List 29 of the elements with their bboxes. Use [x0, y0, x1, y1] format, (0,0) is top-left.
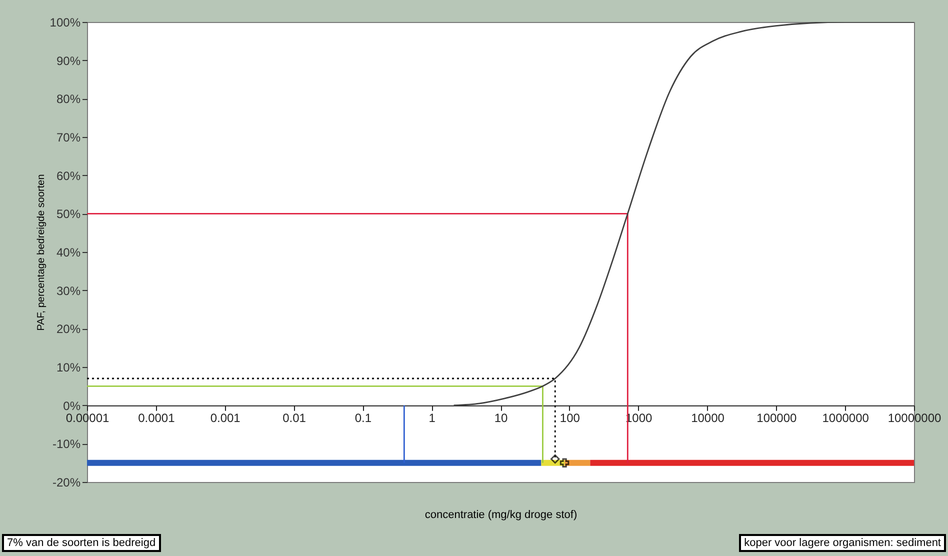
x-tick-label: 10000	[691, 410, 725, 425]
x-tick-label: 100000	[756, 410, 798, 425]
x-tick-label: 10000000	[888, 410, 942, 425]
y-tick-label: 30%	[56, 284, 81, 298]
y-tick-label: 100%	[50, 16, 81, 30]
x-tick-label: 0.00001	[66, 410, 110, 425]
x-tick-label: 10	[494, 410, 508, 425]
y-axis-title: PAF, percentage bedreigde soorten	[36, 174, 47, 331]
y-tick-label: 50%	[56, 207, 81, 222]
x-tick-label: 0.01	[282, 410, 306, 425]
y-tick-label: -10%	[52, 437, 81, 452]
y-tick-label: 80%	[56, 92, 81, 106]
y-tick-label: 20%	[56, 322, 81, 336]
x-tick-label: 0.1	[354, 410, 372, 425]
y-tick-label: 90%	[56, 54, 81, 68]
text: koper voor lagere organismen: sediment	[739, 534, 946, 552]
x-tick-label: 1	[428, 410, 436, 425]
y-tick-label: 60%	[56, 168, 81, 183]
x-axis-title: concentratie (mg/kg droge stof)	[424, 508, 578, 521]
y-tick-label: 40%	[56, 246, 81, 260]
y-tick-label: 0%	[63, 398, 81, 413]
x-tick-label: 1000000	[822, 410, 870, 425]
x-tick-label: 100	[560, 410, 580, 425]
x-tick-label: 0.001	[210, 410, 241, 425]
x-tick-label: 0.0001	[138, 410, 176, 425]
y-tick-label: 10%	[56, 360, 81, 374]
y-tick-label: -20%	[52, 476, 81, 490]
text: 7% van de soorten is bedreigd	[2, 534, 161, 552]
y-tick-label: 70%	[56, 130, 81, 144]
